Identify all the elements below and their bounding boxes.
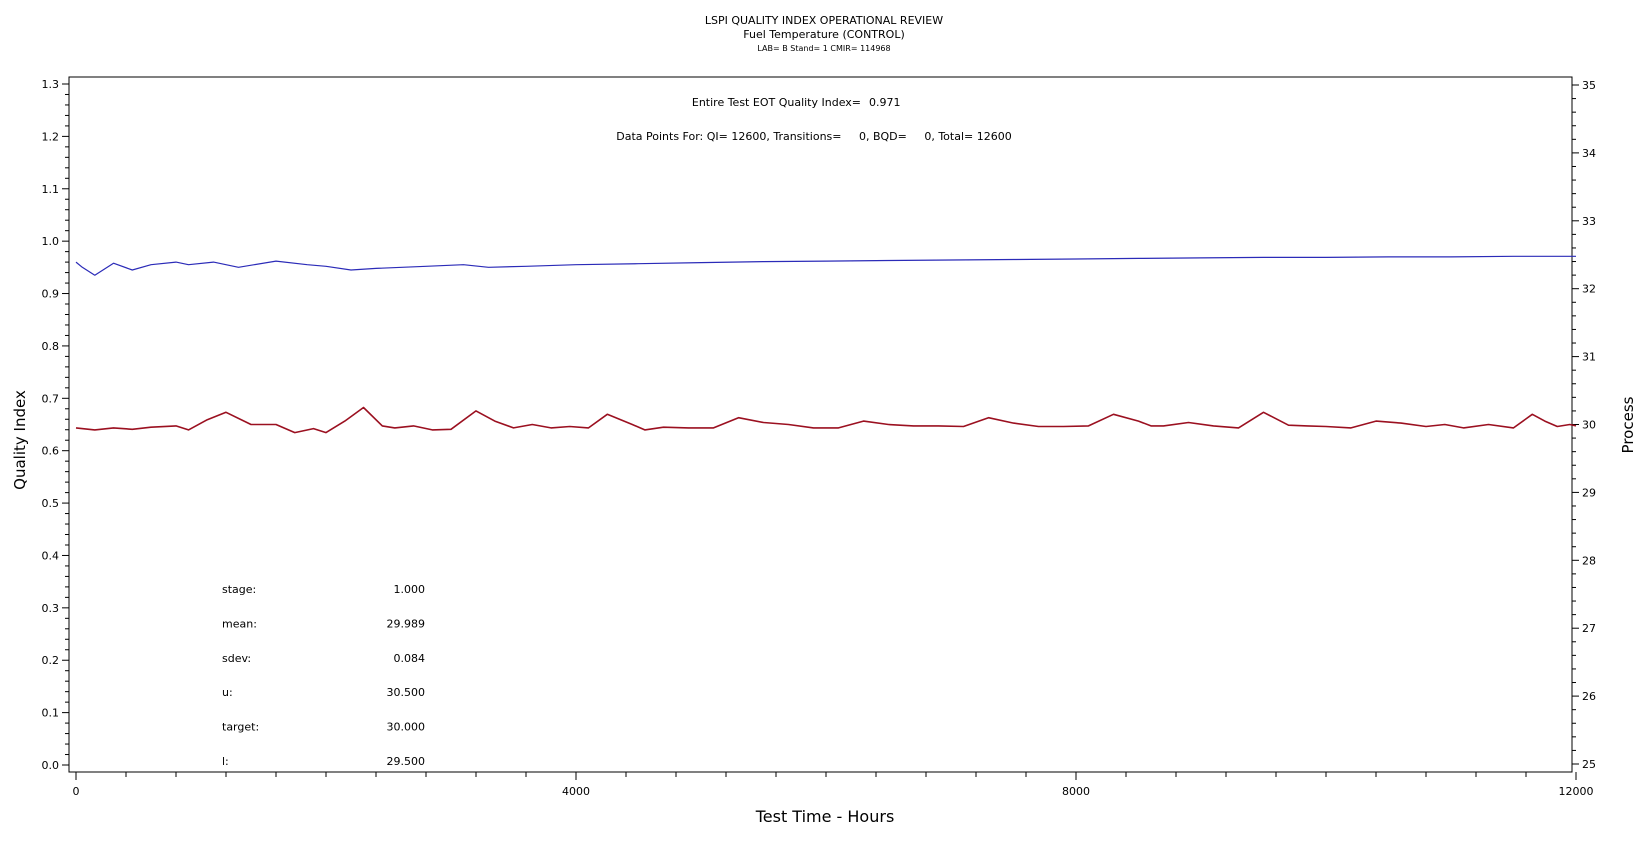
data-points-line: Data Points For: QI= 12600, Transitions=… [616, 130, 1011, 143]
right-tick-label: 28 [1582, 554, 1596, 567]
x-axis-ticks: 0 4000 8000 12000 [73, 772, 1594, 798]
left-tick-label: 0.6 [42, 445, 60, 458]
stat-value: 29.989 [387, 617, 426, 630]
eot-value: 0.971 [869, 96, 901, 109]
stat-label: u: [222, 686, 233, 699]
left-tick-label: 1.2 [42, 130, 60, 143]
x-tick-label: 4000 [562, 785, 590, 798]
x-tick-label: 8000 [1062, 785, 1090, 798]
left-tick-label: 0.3 [42, 602, 60, 615]
left-tick-label: 0.2 [42, 654, 60, 667]
right-tick-label: 30 [1582, 419, 1596, 432]
left-tick-label: 0.8 [42, 340, 60, 353]
right-tick-label: 32 [1582, 283, 1596, 296]
right-tick-label: 34 [1582, 147, 1596, 160]
right-tick-label: 33 [1582, 215, 1596, 228]
left-tick-label: 1.3 [42, 78, 60, 91]
stat-value: 1.000 [394, 583, 426, 596]
right-tick-label: 31 [1582, 351, 1596, 364]
left-tick-label: 0.1 [42, 707, 60, 720]
y2-axis-label: Process [1619, 396, 1637, 453]
plot-frame [68, 76, 1573, 773]
left-tick-label: 1.1 [42, 183, 60, 196]
right-tick-label: 35 [1582, 79, 1596, 92]
stat-value: 30.000 [387, 721, 426, 734]
stat-value: 29.500 [387, 755, 426, 768]
left-tick-label: 0.0 [42, 759, 60, 772]
x-tick-label: 12000 [1559, 785, 1594, 798]
stat-value: 0.084 [394, 652, 426, 665]
right-axis-ticks: 25 26 27 28 29 30 31 32 33 34 35 [1572, 79, 1596, 771]
stat-label: target: [222, 721, 259, 734]
left-tick-label: 1.0 [42, 235, 60, 248]
left-tick-label: 0.9 [42, 288, 60, 301]
stat-label: l: [222, 755, 229, 768]
chart-info-line: LAB= B Stand= 1 CMIR= 114968 [757, 44, 890, 53]
stat-label: sdev: [222, 652, 251, 665]
stat-label: stage: [222, 583, 256, 596]
stats-block: stage: 1.000 mean: 29.989 sdev: 0.084 u: 30.500… [222, 583, 425, 768]
x-tick-label: 0 [73, 785, 80, 798]
right-tick-label: 25 [1582, 758, 1596, 771]
quality-index-line [75, 255, 1576, 276]
y-axis-label: Quality Index [11, 390, 29, 490]
left-tick-label: 0.5 [42, 497, 60, 510]
stat-value: 30.500 [387, 686, 426, 699]
stat-label: mean: [222, 617, 257, 630]
left-axis-ticks: 0.0 0.1 0.2 0.3 0.4 0.5 0.6 0.7 0.8 0.9 1.0 1.1 1.2 1… [42, 78, 69, 772]
series-group [75, 255, 1577, 434]
process-line [75, 406, 1577, 434]
right-tick-label: 27 [1582, 622, 1596, 635]
left-tick-label: 0.4 [42, 549, 60, 562]
right-tick-label: 26 [1582, 690, 1596, 703]
left-tick-label: 0.7 [42, 392, 60, 405]
right-tick-label: 29 [1582, 486, 1596, 499]
chart-title: LSPI QUALITY INDEX OPERATIONAL REVIEW [705, 14, 943, 27]
chart-subtitle: Fuel Temperature (CONTROL) [743, 28, 905, 41]
x-axis-label: Test Time - Hours [755, 807, 895, 826]
eot-label: Entire Test EOT Quality Index= [692, 96, 861, 109]
